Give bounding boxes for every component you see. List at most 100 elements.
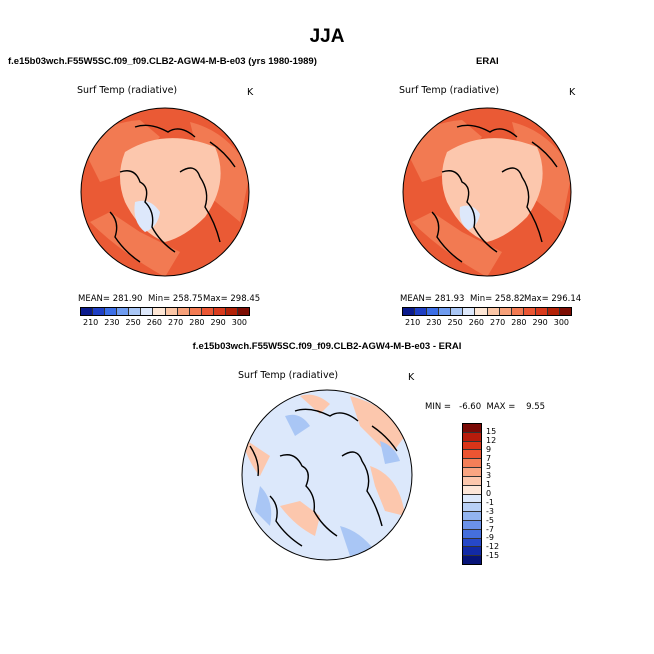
panel-1-variable-label: Surf Temp (radiative) bbox=[77, 85, 178, 96]
colorbar-swatch bbox=[463, 432, 481, 442]
colorbar-swatch bbox=[225, 308, 239, 315]
colorbar-swatch bbox=[463, 494, 481, 504]
panel-2-max: Max= 296.14 bbox=[524, 294, 582, 304]
panel-1-tick: 230 bbox=[104, 318, 120, 327]
diff-colorbar-swatches bbox=[462, 423, 482, 565]
colorbar-swatch bbox=[463, 547, 481, 557]
colorbar-swatch bbox=[153, 308, 166, 315]
panel-2-polar-map bbox=[402, 107, 572, 277]
panel-2-tick: 270 bbox=[489, 318, 506, 327]
diff-tick: 0 bbox=[486, 489, 492, 498]
colorbar-swatch bbox=[499, 308, 512, 315]
panel-2-tick: 280 bbox=[511, 318, 527, 327]
colorbar-swatch bbox=[463, 538, 481, 548]
panel-1-min: Min= 258.75 bbox=[148, 294, 203, 304]
colorbar-swatch bbox=[177, 308, 190, 315]
panel-1-mean: MEAN= 281.90 bbox=[78, 294, 143, 304]
colorbar-swatch bbox=[523, 308, 536, 315]
panel-1-tick: 250 bbox=[125, 318, 141, 327]
panel-1-colorbar: 210 230 250 260 270 280 290 300 bbox=[80, 307, 250, 327]
colorbar-swatch bbox=[141, 308, 154, 315]
diff-tick: -3 bbox=[486, 506, 494, 516]
panel-1-colorbar-swatches bbox=[80, 307, 250, 316]
panel-2-colorbar: 210 230 250 260 270 280 290 300 bbox=[402, 307, 572, 327]
panel-2-tick: 230 bbox=[426, 318, 442, 327]
diff-tick: 7 bbox=[486, 453, 492, 463]
panel-1-tick: 260 bbox=[146, 318, 163, 327]
colorbar-swatch bbox=[403, 308, 416, 315]
panel-1-tick: 280 bbox=[189, 318, 205, 327]
panel-2-tick: 210 bbox=[404, 318, 421, 327]
colorbar-swatch bbox=[463, 441, 481, 451]
colorbar-swatch bbox=[463, 424, 481, 433]
colorbar-swatch bbox=[165, 308, 178, 315]
colorbar-swatch bbox=[463, 468, 481, 477]
colorbar-swatch bbox=[81, 308, 94, 315]
colorbar-swatch bbox=[511, 308, 524, 315]
panel-1-unit-label: K bbox=[247, 87, 254, 98]
colorbar-swatch bbox=[463, 459, 481, 469]
panel-1-max: Max= 298.45 bbox=[203, 294, 261, 304]
colorbar-swatch bbox=[201, 308, 214, 315]
panel-2-tick: 260 bbox=[468, 318, 485, 327]
colorbar-swatch bbox=[451, 308, 464, 315]
colorbar-swatch bbox=[560, 308, 572, 315]
colorbar-swatch bbox=[463, 476, 481, 486]
panel-2-mean: MEAN= 281.93 bbox=[400, 294, 465, 304]
diff-tick: 9 bbox=[486, 444, 492, 454]
diff-tick: 1 bbox=[486, 480, 492, 490]
page-title: JJA bbox=[309, 26, 345, 47]
diff-panel-unit-label: K bbox=[408, 372, 415, 383]
diff-panel-polar-map bbox=[241, 389, 413, 561]
diff-tick: -12 bbox=[486, 542, 500, 552]
colorbar-swatch bbox=[475, 308, 488, 315]
colorbar-swatch bbox=[117, 308, 130, 315]
panel-2-title: ERAI bbox=[476, 56, 499, 67]
colorbar-swatch bbox=[463, 512, 481, 521]
panel-2-tick: 290 bbox=[532, 318, 548, 327]
colorbar-swatch bbox=[487, 308, 500, 315]
panel-2-variable-label: Surf Temp (radiative) bbox=[399, 85, 500, 96]
diff-tick: -1 bbox=[486, 497, 494, 507]
diff-panel-title: f.e15b03wch.F55W5SC.f09_f09.CLB2-AGW4-M-… bbox=[192, 341, 462, 352]
colorbar-swatch bbox=[415, 308, 428, 315]
panel-2-tick: 250 bbox=[447, 318, 463, 327]
panel-1-tick: 270 bbox=[167, 318, 184, 327]
colorbar-swatch bbox=[463, 520, 481, 530]
panel-1-tick: 290 bbox=[210, 318, 226, 327]
colorbar-swatch bbox=[238, 308, 250, 315]
diff-colorbar-ticks: 15 12 9 7 5 3 1 0 -1 -3 -5 -7 -9 -12 -15 bbox=[486, 423, 516, 565]
colorbar-swatch bbox=[463, 485, 481, 495]
colorbar-swatch bbox=[213, 308, 226, 315]
diff-panel-variable-label: Surf Temp (radiative) bbox=[238, 370, 339, 381]
colorbar-swatch bbox=[535, 308, 548, 315]
panel-1-title: f.e15b03wch.F55W5SC.f09_f09.CLB2-AGW4-M-… bbox=[8, 56, 317, 67]
colorbar-swatch bbox=[439, 308, 452, 315]
panel-2-unit-label: K bbox=[569, 87, 576, 98]
colorbar-swatch bbox=[427, 308, 440, 315]
colorbar-swatch bbox=[463, 503, 481, 513]
colorbar-swatch bbox=[93, 308, 106, 315]
colorbar-swatch bbox=[189, 308, 202, 315]
diff-panel-minmax: MIN = -6.60 MAX = 9.55 bbox=[425, 402, 546, 412]
diff-tick: 3 bbox=[486, 471, 492, 481]
colorbar-swatch bbox=[463, 450, 481, 460]
panel-2-tick: 300 bbox=[553, 318, 570, 327]
panel-1-tick: 210 bbox=[82, 318, 99, 327]
diff-tick: 12 bbox=[486, 435, 497, 445]
colorbar-swatch bbox=[463, 529, 481, 539]
colorbar-swatch bbox=[463, 556, 481, 564]
panel-1-tick: 300 bbox=[231, 318, 248, 327]
panel-2-min: Min= 258.82 bbox=[470, 294, 525, 304]
diff-tick: -9 bbox=[486, 533, 494, 543]
colorbar-swatch bbox=[129, 308, 142, 315]
colorbar-swatch bbox=[463, 308, 476, 315]
diff-tick: 5 bbox=[486, 462, 492, 472]
panel-2-colorbar-swatches bbox=[402, 307, 572, 316]
colorbar-swatch bbox=[547, 308, 561, 315]
colorbar-swatch bbox=[105, 308, 118, 315]
panel-1-polar-map bbox=[80, 107, 250, 277]
diff-tick: -5 bbox=[486, 515, 494, 525]
diff-tick: -15 bbox=[486, 551, 500, 561]
diff-tick: -7 bbox=[486, 524, 494, 534]
